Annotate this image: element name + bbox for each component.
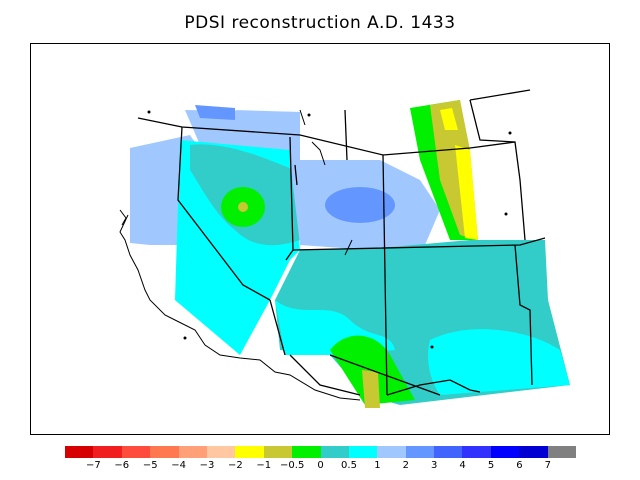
legend-swatch	[150, 446, 179, 458]
legend-swatch	[65, 446, 94, 458]
boundaries	[137, 89, 546, 396]
legend-tick-label: −7	[86, 460, 101, 471]
pdsi-field	[130, 100, 570, 408]
legend-tick-label: −0.5	[280, 460, 305, 471]
legend-swatch	[490, 446, 520, 458]
legend-swatch	[235, 446, 264, 458]
legend-tick-label: 3	[431, 460, 438, 471]
legend-swatch	[320, 446, 349, 458]
legend-swatch	[348, 446, 378, 458]
legend-tick-label: 6	[516, 460, 523, 471]
legend-tick-label: 5	[487, 460, 495, 471]
legend-swatch	[263, 446, 293, 458]
legend-tick-label: −1	[256, 460, 272, 471]
legend-swatch	[462, 446, 491, 458]
legend-tick-label: −3	[199, 460, 215, 471]
legend-tick-label: 1	[374, 460, 381, 471]
legend-tick-label: −5	[142, 460, 158, 471]
legend-swatch	[547, 446, 577, 458]
legend-swatch	[434, 446, 463, 458]
legend-tick-label: 2	[402, 460, 409, 471]
legend-tick-label: −4	[171, 460, 186, 471]
legend-swatch	[121, 446, 151, 458]
legend-tick-label: 0	[317, 460, 324, 471]
legend-swatch	[93, 446, 122, 458]
legend-tick-label: 7	[544, 460, 551, 471]
legend-swatch	[519, 446, 548, 458]
legend-swatch	[377, 446, 406, 458]
legend-swatch	[405, 446, 435, 458]
legend-swatch	[206, 446, 236, 458]
legend-swatch	[292, 446, 321, 458]
legend-tick-label: −6	[114, 460, 130, 471]
coastline	[119, 109, 361, 401]
map-title: PDSI reconstruction A.D. 1433	[184, 13, 456, 33]
legend-tick-label: 0.5	[341, 460, 357, 471]
legend-swatch	[178, 446, 207, 458]
lakes	[147, 110, 512, 349]
color-legend	[65, 446, 577, 458]
legend-tick-label: −2	[228, 460, 243, 471]
legend-tick-label: 4	[459, 460, 466, 471]
